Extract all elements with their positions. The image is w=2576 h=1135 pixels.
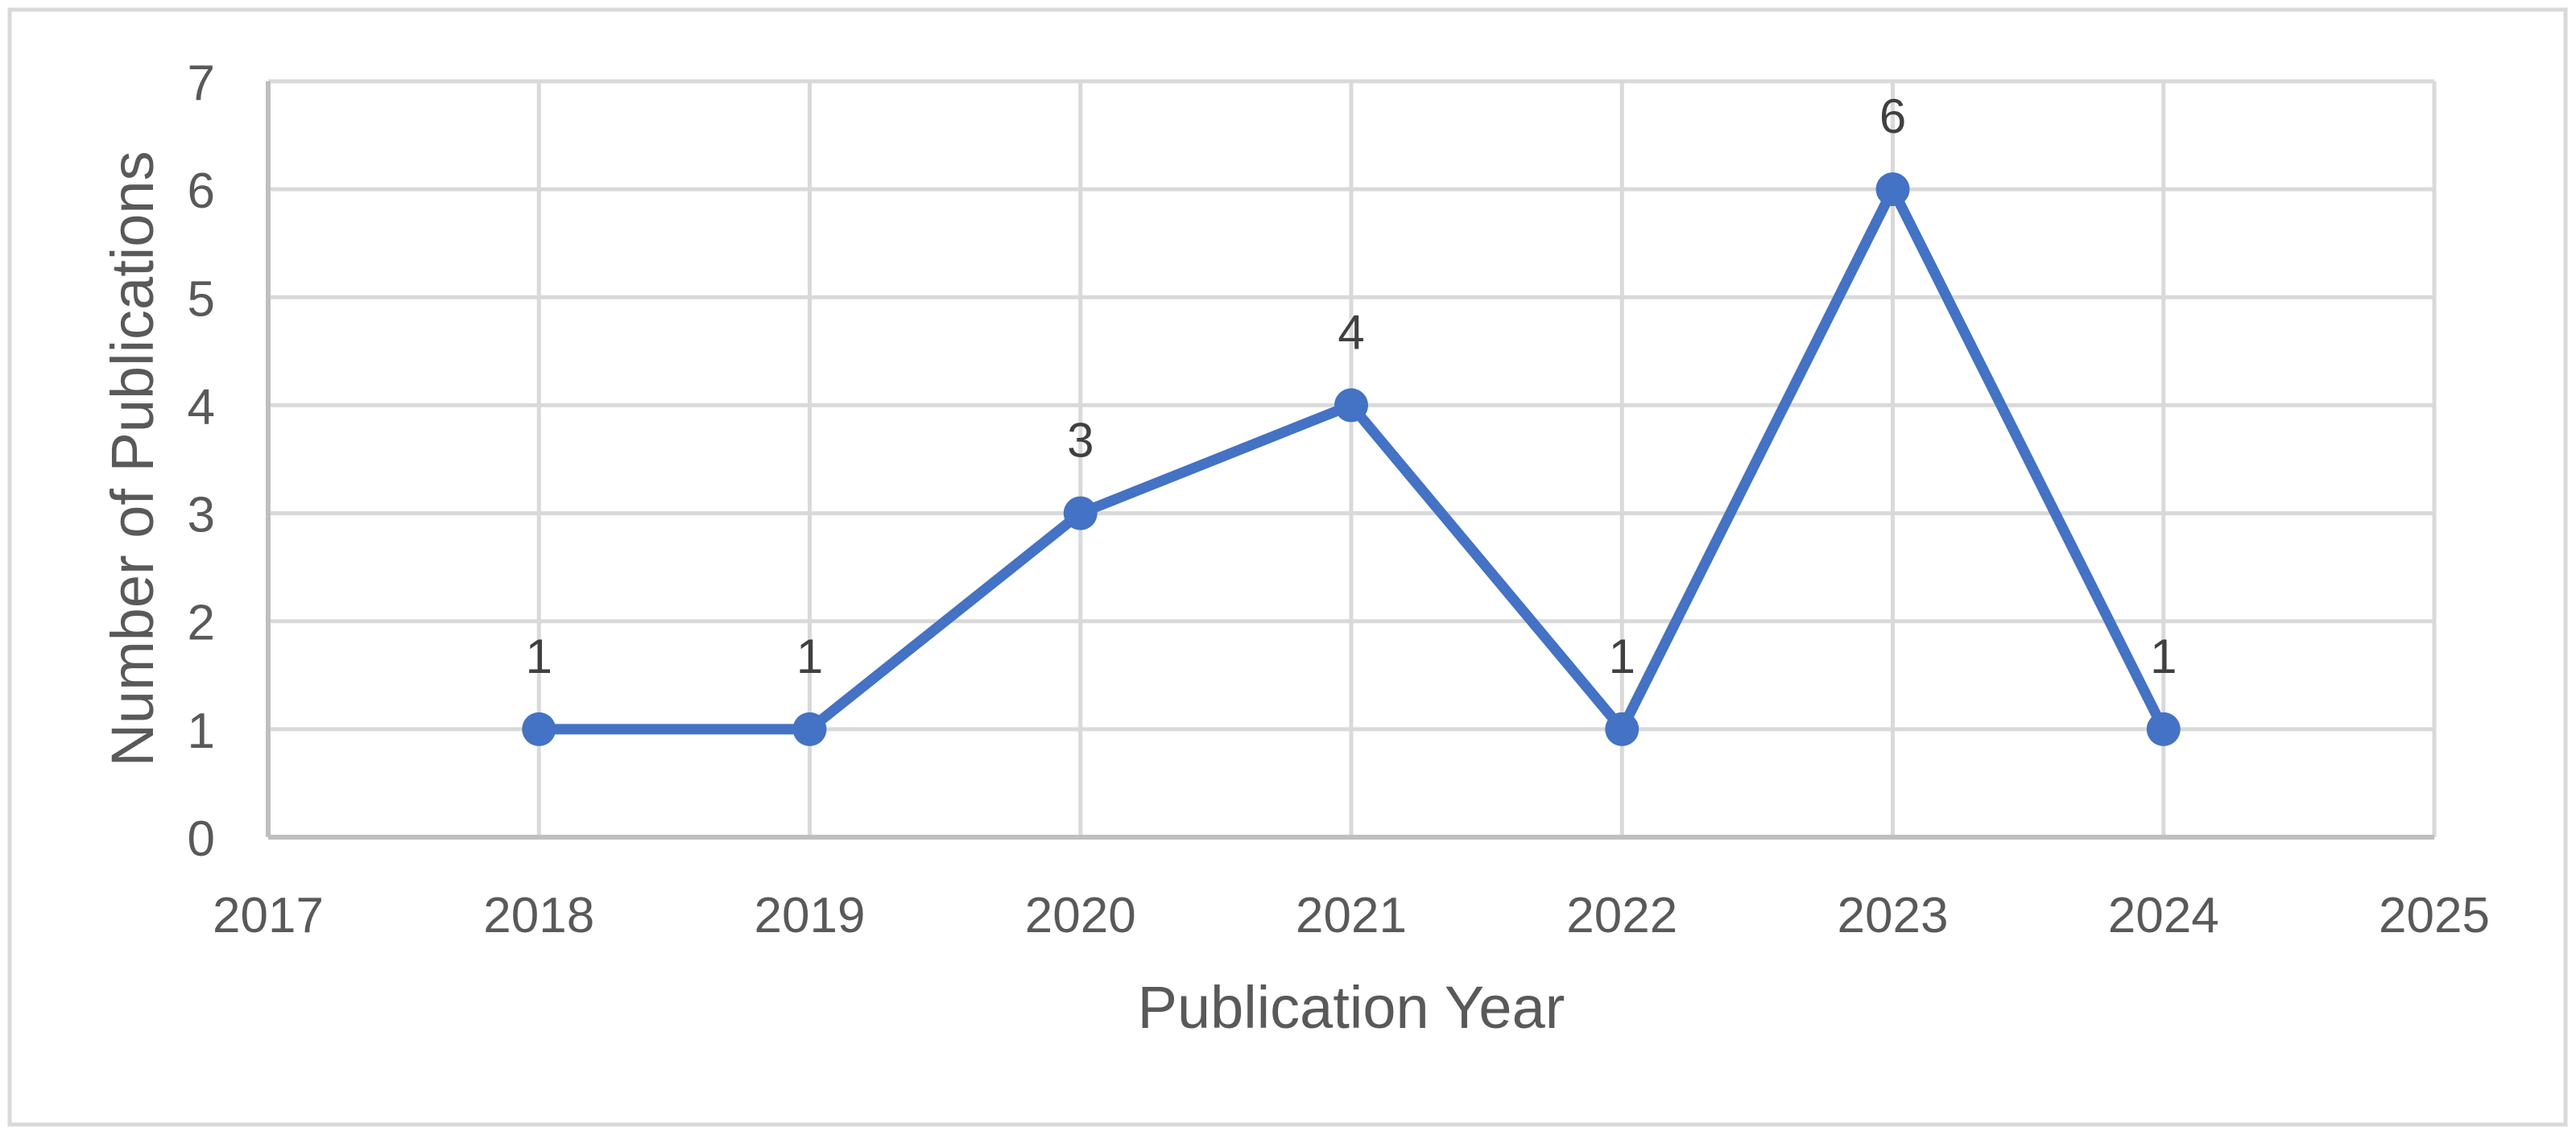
y-tick-label-4: 4 [188, 379, 215, 435]
x-tick-label-2017: 2017 [213, 888, 324, 943]
data-point-marker-2021 [1334, 388, 1368, 423]
data-label-2020: 3 [1067, 414, 1094, 468]
x-axis-title: Publication Year [1138, 974, 1565, 1041]
gridlines [268, 79, 2437, 837]
data-label-2021: 4 [1338, 305, 1364, 359]
x-tick-label-2025: 2025 [2379, 888, 2490, 943]
x-tick-label-2024: 2024 [2108, 888, 2219, 943]
tick-labels: 2017 2018 2019 2020 2021 2022 2023 2024 2025 0 1 2 3… [188, 56, 2490, 943]
y-tick-label-1: 1 [188, 704, 215, 759]
y-tick-label-2: 2 [188, 596, 215, 651]
data-label-2024: 1 [2150, 629, 2177, 683]
x-tick-label-2018: 2018 [483, 888, 594, 943]
x-tick-label-2021: 2021 [1296, 888, 1407, 943]
data-point-marker-2018 [522, 712, 556, 746]
y-tick-label-6: 6 [188, 163, 215, 219]
y-tick-label-5: 5 [188, 271, 215, 327]
x-tick-label-2023: 2023 [1838, 888, 1949, 943]
data-point-marker-2020 [1063, 496, 1098, 530]
y-axis-title: Number of Publications [99, 151, 166, 766]
data-label-2023: 6 [1879, 89, 1906, 143]
data-label-2018: 1 [526, 629, 552, 683]
data-point-marker-2023 [1875, 172, 1910, 207]
y-tick-label-0: 0 [188, 811, 215, 867]
data-label-2022: 1 [1609, 629, 1635, 683]
y-tick-label-3: 3 [188, 488, 215, 543]
x-tick-label-2020: 2020 [1025, 888, 1136, 943]
data-point-marker-2022 [1605, 712, 1639, 746]
data-point-labels: 1 1 3 4 1 6 1 [526, 89, 2177, 683]
data-label-2019: 1 [796, 629, 823, 683]
y-tick-label-7: 7 [188, 56, 215, 111]
data-point-marker-2019 [792, 712, 827, 746]
data-series [522, 172, 2181, 746]
x-tick-label-2019: 2019 [755, 888, 866, 943]
data-point-marker-2024 [2146, 712, 2181, 746]
figure-border [7, 7, 2568, 1127]
axis-lines [266, 81, 2434, 840]
x-tick-label-2022: 2022 [1566, 888, 1677, 943]
